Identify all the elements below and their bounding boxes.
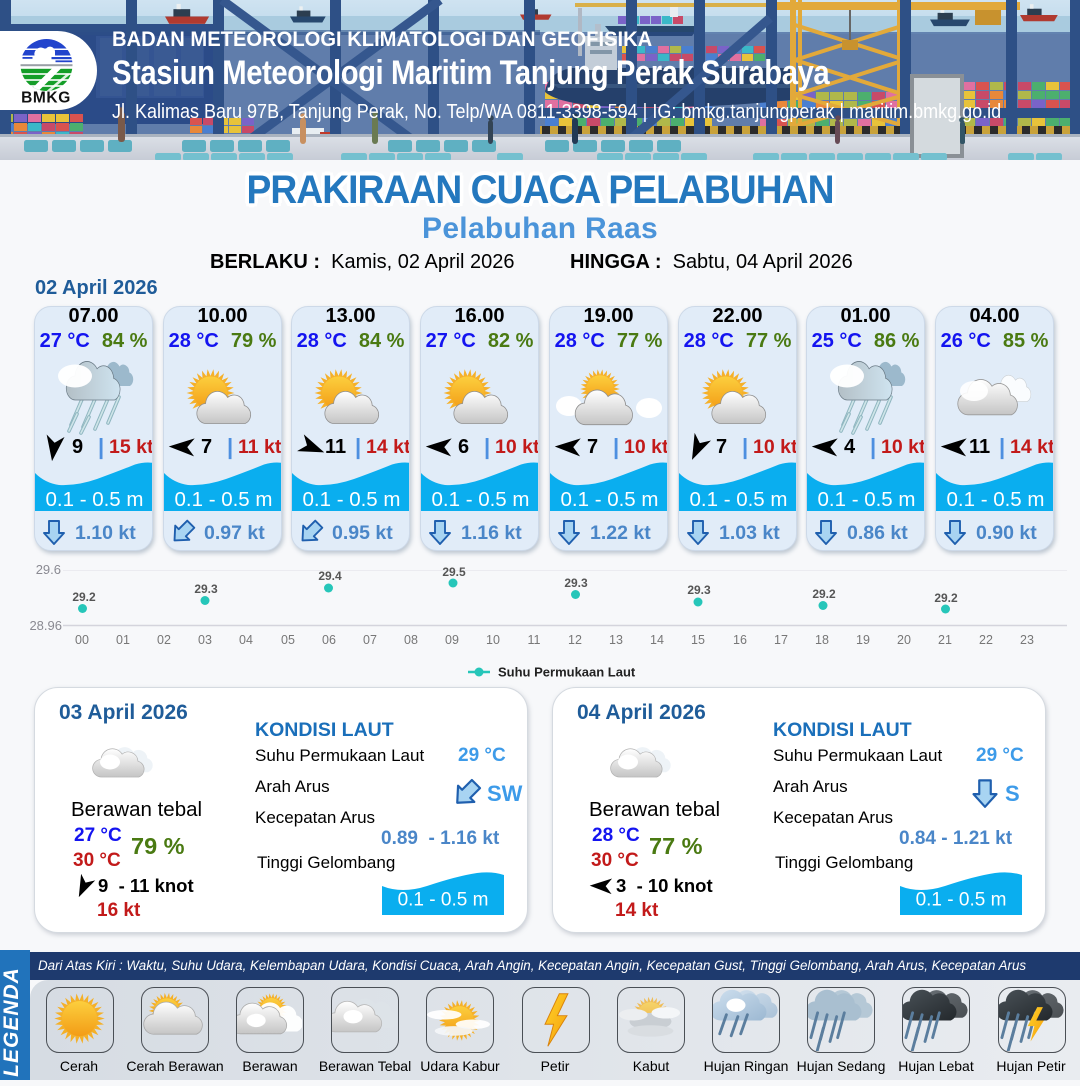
svg-text:12: 12 <box>568 633 582 647</box>
svg-text:0.86 kt: 0.86 kt <box>847 522 908 544</box>
svg-text:29.5: 29.5 <box>442 565 466 579</box>
svg-text:15 kt: 15 kt <box>109 436 153 458</box>
svg-text:06: 06 <box>322 633 336 647</box>
svg-text:0.90 kt: 0.90 kt <box>976 522 1037 544</box>
svg-text:|: | <box>613 434 619 459</box>
svg-text:11: 11 <box>325 436 346 458</box>
svg-text:|: | <box>355 434 361 459</box>
svg-text:7: 7 <box>716 436 727 458</box>
svg-text:29.3: 29.3 <box>564 576 588 590</box>
svg-text:14 kt: 14 kt <box>366 436 410 458</box>
svg-text:14: 14 <box>650 633 664 647</box>
svg-text:04: 04 <box>239 633 253 647</box>
svg-text:18: 18 <box>815 633 829 647</box>
svg-text:00: 00 <box>75 633 89 647</box>
svg-text:29.2: 29.2 <box>72 590 96 604</box>
svg-text:0.97 kt: 0.97 kt <box>204 522 265 544</box>
svg-text:11 kt: 11 kt <box>238 436 282 458</box>
svg-text:21: 21 <box>938 633 952 647</box>
svg-text:29.2: 29.2 <box>812 587 836 601</box>
svg-text:29.6: 29.6 <box>36 562 61 577</box>
svg-text:10 kt: 10 kt <box>495 436 539 458</box>
svg-text:0.95 kt: 0.95 kt <box>332 522 393 544</box>
svg-text:4: 4 <box>844 436 856 458</box>
svg-text:29.4: 29.4 <box>318 569 342 583</box>
svg-text:1.10 kt: 1.10 kt <box>75 522 136 544</box>
svg-text:0.1 - 0.5 m: 0.1 - 0.5 m <box>398 890 489 911</box>
svg-text:10 kt: 10 kt <box>624 436 668 458</box>
svg-text:16: 16 <box>733 633 747 647</box>
svg-text:BMKG: BMKG <box>21 90 71 107</box>
svg-text:1.22 kt: 1.22 kt <box>590 522 651 544</box>
svg-text:22: 22 <box>979 633 993 647</box>
svg-text:08: 08 <box>404 633 418 647</box>
svg-text:13: 13 <box>609 633 623 647</box>
svg-text:|: | <box>870 434 876 459</box>
svg-text:29.3: 29.3 <box>194 582 218 596</box>
svg-text:|: | <box>98 434 104 459</box>
svg-text:|: | <box>227 434 233 459</box>
svg-text:07: 07 <box>363 633 377 647</box>
svg-text:29.3: 29.3 <box>687 583 711 597</box>
svg-text:11: 11 <box>969 436 990 458</box>
svg-text:|: | <box>484 434 490 459</box>
svg-text:29.2: 29.2 <box>934 591 958 605</box>
svg-text:19: 19 <box>856 633 870 647</box>
svg-text:0.1 - 0.5 m: 0.1 - 0.5 m <box>916 890 1007 911</box>
svg-text:01: 01 <box>116 633 130 647</box>
svg-text:7: 7 <box>201 436 212 458</box>
svg-text:10 kt: 10 kt <box>753 436 797 458</box>
svg-text:10: 10 <box>486 633 500 647</box>
svg-text:1.03 kt: 1.03 kt <box>719 522 780 544</box>
svg-text:Suhu Permukaan Laut: Suhu Permukaan Laut <box>498 665 636 680</box>
svg-text:23: 23 <box>1020 633 1034 647</box>
svg-text:|: | <box>999 434 1005 459</box>
svg-text:20: 20 <box>897 633 911 647</box>
svg-text:05: 05 <box>281 633 295 647</box>
svg-text:10 kt: 10 kt <box>881 436 925 458</box>
svg-text:28.96: 28.96 <box>29 618 62 633</box>
svg-text:14 kt: 14 kt <box>1010 436 1054 458</box>
svg-text:1.16 kt: 1.16 kt <box>461 522 522 544</box>
svg-text:6: 6 <box>458 436 469 458</box>
svg-text:9: 9 <box>72 436 83 458</box>
svg-text:17: 17 <box>774 633 788 647</box>
svg-text:03: 03 <box>198 633 212 647</box>
svg-text:15: 15 <box>691 633 705 647</box>
svg-text:09: 09 <box>445 633 459 647</box>
svg-text:7: 7 <box>587 436 598 458</box>
svg-text:02: 02 <box>157 633 171 647</box>
svg-text:11: 11 <box>528 633 541 647</box>
svg-text:|: | <box>742 434 748 459</box>
